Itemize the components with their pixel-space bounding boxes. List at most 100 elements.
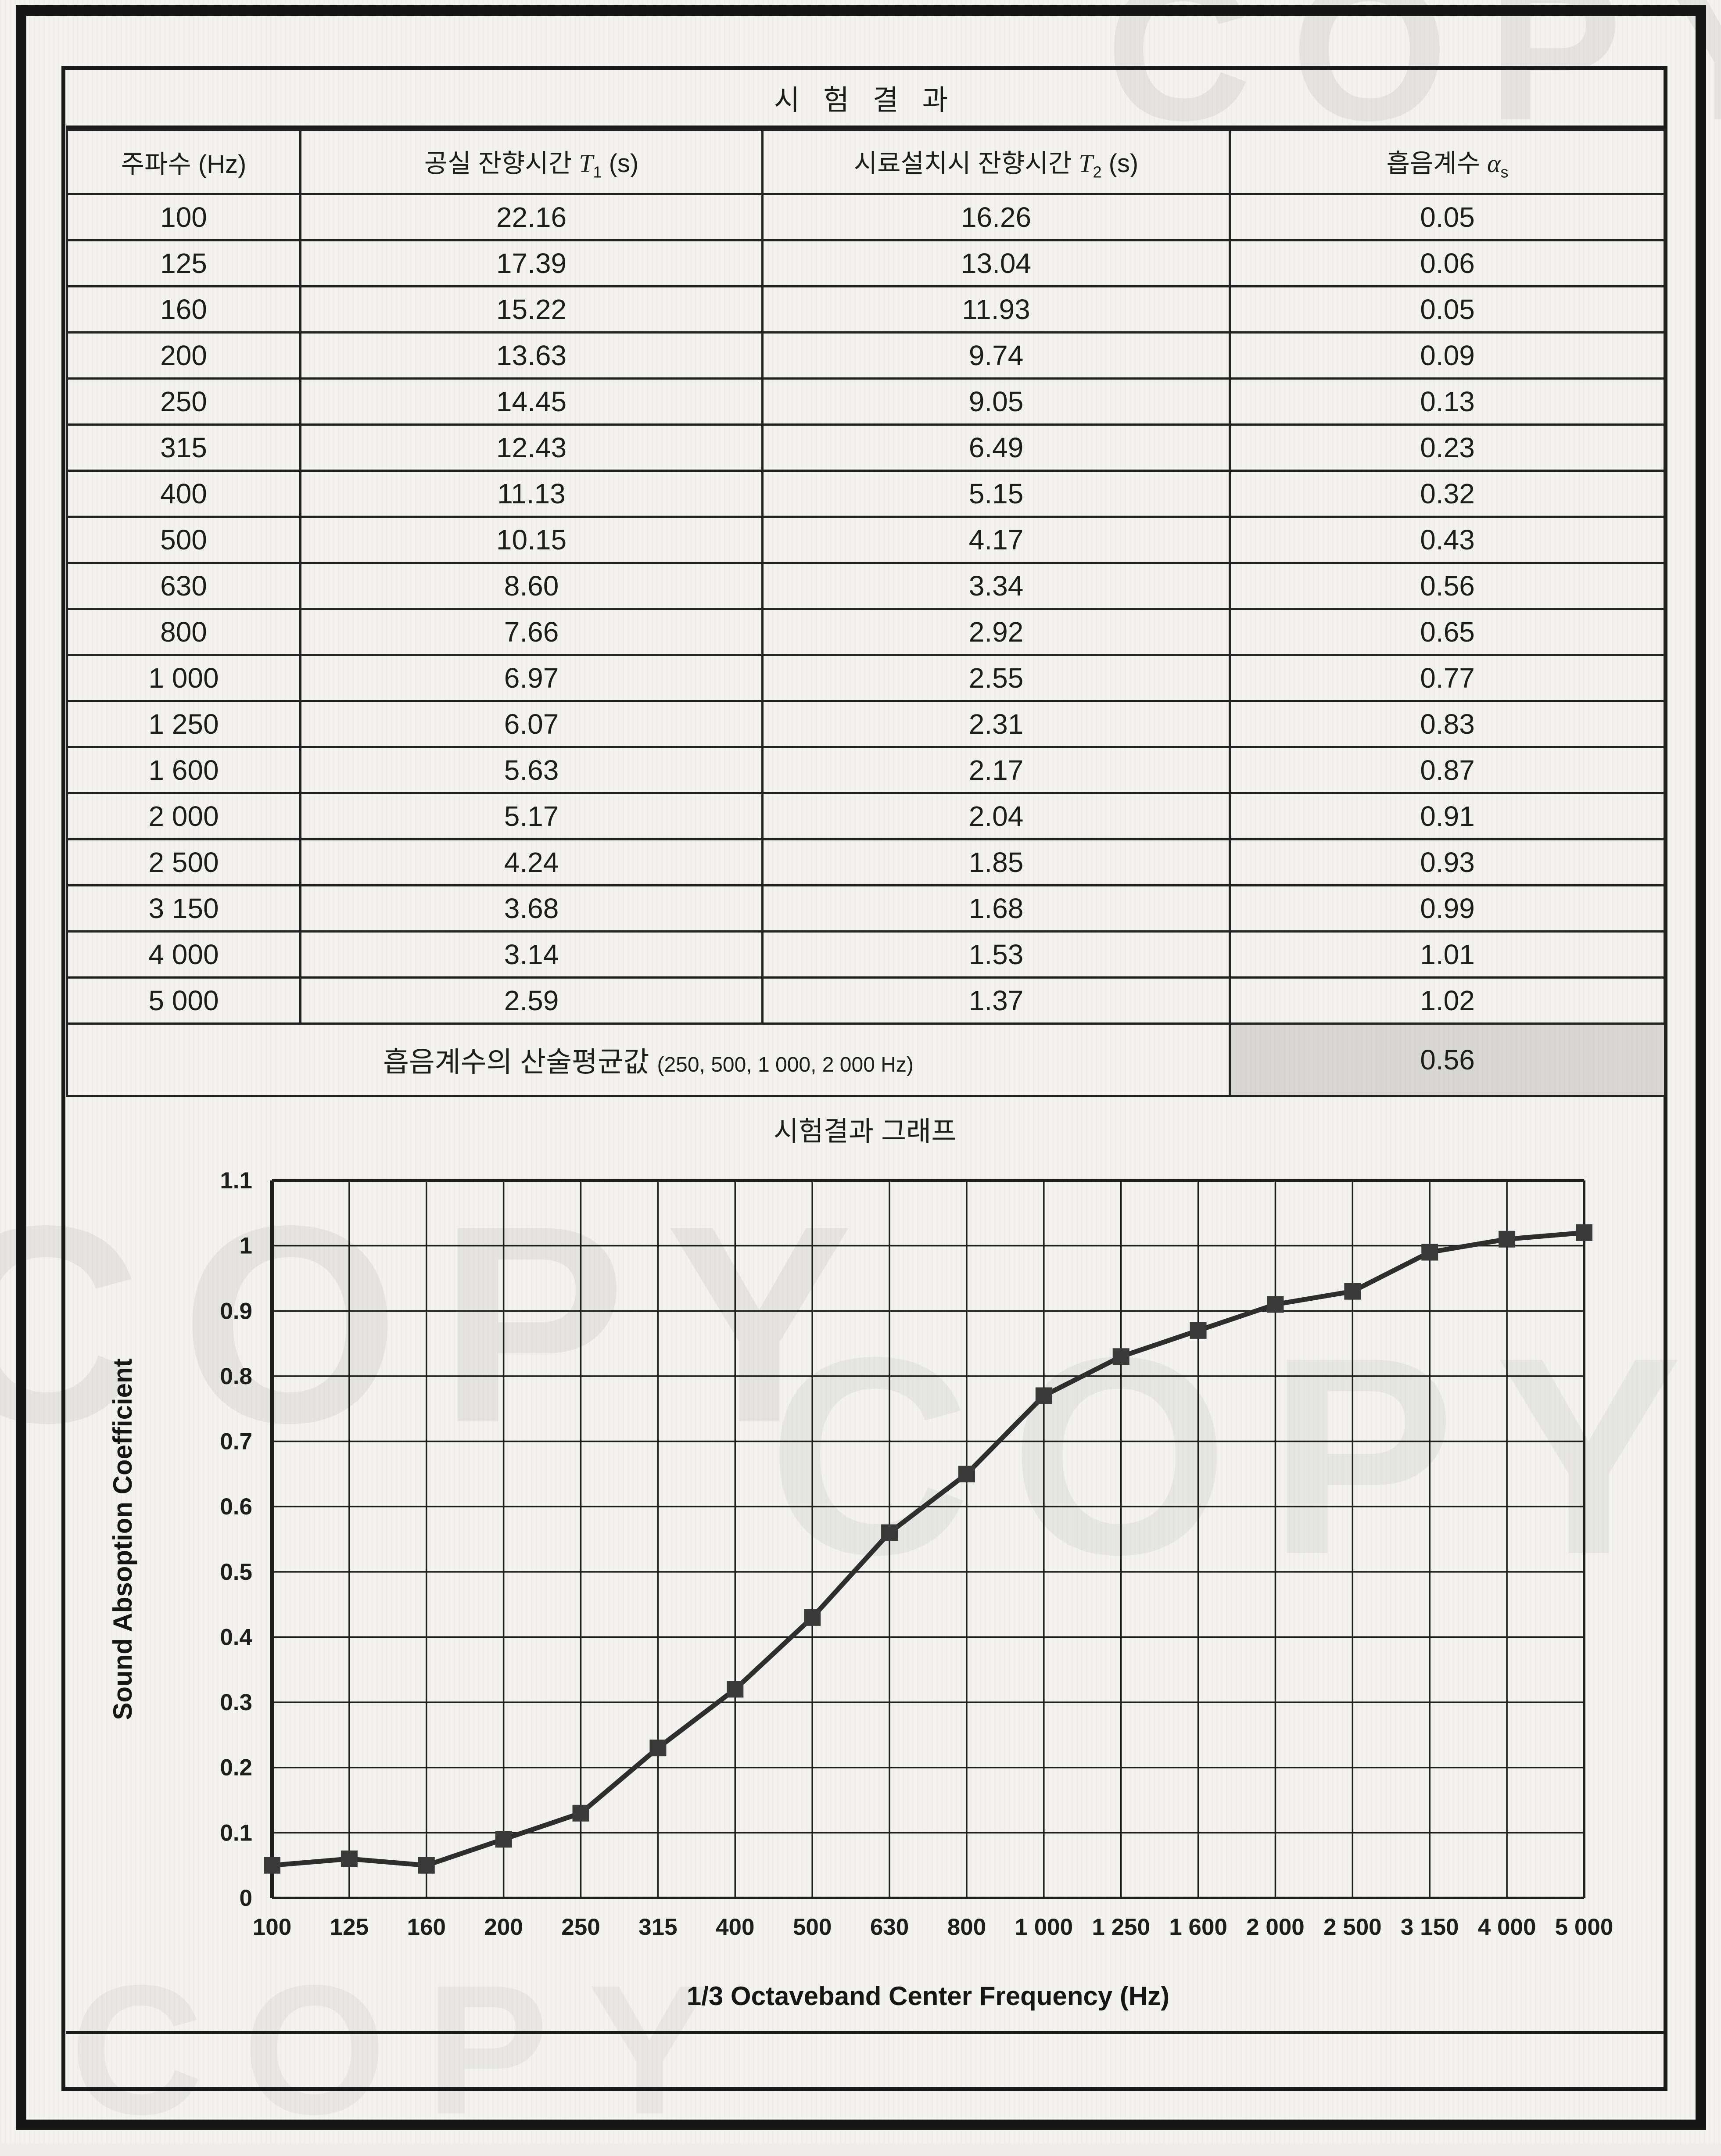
alpha-cell: 0.05	[1229, 285, 1666, 334]
t1-cell: 10.15	[299, 516, 764, 564]
freq-cell: 200	[66, 331, 301, 380]
alpha-cell: 0.91	[1229, 792, 1666, 840]
summary-label-cell: 흡음계수의 산술평균값 (250, 500, 1 000, 2 000 Hz)	[66, 1022, 1231, 1097]
table-row: 125 17.39 13.04 0.06	[66, 239, 1666, 287]
summary-value-cell: 0.56	[1229, 1022, 1666, 1097]
table-row: 315 12.43 6.49 0.23	[66, 423, 1666, 472]
alpha-cell: 0.06	[1229, 239, 1666, 287]
alpha-cell: 0.32	[1229, 470, 1666, 518]
t2-cell: 2.55	[761, 654, 1231, 702]
t2-cell: 4.17	[761, 516, 1231, 564]
alpha-subscript: s	[1500, 163, 1509, 181]
freq-cell: 2 000	[66, 792, 301, 840]
freq-cell: 4 000	[66, 930, 301, 979]
table-row: 5 000 2.59 1.37 1.02	[66, 976, 1666, 1025]
alpha-cell: 1.01	[1229, 930, 1666, 979]
t2-cell: 11.93	[761, 285, 1231, 334]
t1-unit: (s)	[609, 149, 639, 178]
freq-cell: 800	[66, 608, 301, 656]
t2-symbol: T	[1079, 149, 1093, 178]
t1-cell: 2.59	[299, 976, 764, 1025]
freq-cell: 1 250	[66, 700, 301, 748]
alpha-cell: 0.77	[1229, 654, 1666, 702]
t2-cell: 1.68	[761, 884, 1231, 933]
t1-cell: 5.63	[299, 746, 764, 794]
t1-header-label: 공실 잔향시간	[424, 149, 572, 178]
t2-cell: 9.05	[761, 377, 1231, 426]
t2-cell: 9.74	[761, 331, 1231, 380]
t2-subscript: 2	[1093, 163, 1102, 181]
t2-cell: 2.92	[761, 608, 1231, 656]
t1-cell: 6.07	[299, 700, 764, 748]
freq-cell: 1 000	[66, 654, 301, 702]
t1-cell: 12.43	[299, 423, 764, 472]
t1-symbol: T	[579, 149, 593, 178]
t1-cell: 13.63	[299, 331, 764, 380]
t1-header: 공실 잔향시간 T1 (s)	[299, 129, 764, 195]
freq-cell: 160	[66, 285, 301, 334]
t2-cell: 13.04	[761, 239, 1231, 287]
freq-cell: 315	[66, 423, 301, 472]
alpha-header: 흡음계수 αs	[1229, 129, 1666, 195]
freq-cell: 3 150	[66, 884, 301, 933]
page-title: 시 험 결 과	[66, 70, 1664, 129]
t2-cell: 2.17	[761, 746, 1231, 794]
alpha-cell: 0.83	[1229, 700, 1666, 748]
freq-cell: 400	[66, 470, 301, 518]
alpha-cell: 0.09	[1229, 331, 1666, 380]
freq-cell: 1 600	[66, 746, 301, 794]
t1-cell: 4.24	[299, 838, 764, 886]
t2-cell: 2.04	[761, 792, 1231, 840]
t2-unit: (s)	[1108, 149, 1139, 178]
t2-header-label: 시료설치시 잔향시간	[853, 149, 1072, 178]
t2-cell: 1.37	[761, 976, 1231, 1025]
t1-cell: 8.60	[299, 562, 764, 610]
chart-bottom-rule	[66, 2031, 1664, 2034]
t1-cell: 15.22	[299, 285, 764, 334]
alpha-cell: 0.05	[1229, 193, 1666, 241]
table-row: 2 500 4.24 1.85 0.93	[66, 838, 1666, 886]
t1-cell: 3.14	[299, 930, 764, 979]
t2-cell: 3.34	[761, 562, 1231, 610]
table-row: 1 250 6.07 2.31 0.83	[66, 700, 1666, 748]
table-row: 200 13.63 9.74 0.09	[66, 331, 1666, 380]
table-row: 250 14.45 9.05 0.13	[66, 377, 1666, 426]
t1-cell: 22.16	[299, 193, 764, 241]
t2-cell: 1.85	[761, 838, 1231, 886]
content-box	[61, 66, 1667, 2091]
table-row: 4 000 3.14 1.53 1.01	[66, 930, 1666, 979]
table-header-row: 주파수 (Hz) 공실 잔향시간 T1 (s) 시료설치시 잔향시간 T2 (s…	[66, 129, 1666, 195]
freq-cell: 250	[66, 377, 301, 426]
freq-cell: 2 500	[66, 838, 301, 886]
t1-cell: 11.13	[299, 470, 764, 518]
table-row: 630 8.60 3.34 0.56	[66, 562, 1666, 610]
alpha-cell: 0.43	[1229, 516, 1666, 564]
alpha-symbol: α	[1487, 149, 1501, 178]
alpha-cell: 0.99	[1229, 884, 1666, 933]
t1-cell: 5.17	[299, 792, 764, 840]
table-row: 800 7.66 2.92 0.65	[66, 608, 1666, 656]
t2-cell: 1.53	[761, 930, 1231, 979]
t2-header: 시료설치시 잔향시간 T2 (s)	[761, 129, 1231, 195]
alpha-cell: 0.56	[1229, 562, 1666, 610]
table-row: 1 600 5.63 2.17 0.87	[66, 746, 1666, 794]
t2-cell: 5.15	[761, 470, 1231, 518]
table-row: 500 10.15 4.17 0.43	[66, 516, 1666, 564]
freq-cell: 630	[66, 562, 301, 610]
page-frame	[16, 5, 1706, 2130]
t1-cell: 3.68	[299, 884, 764, 933]
freq-cell: 100	[66, 193, 301, 241]
freq-cell: 500	[66, 516, 301, 564]
alpha-cell: 1.02	[1229, 976, 1666, 1025]
t1-cell: 7.66	[299, 608, 764, 656]
freq-cell: 125	[66, 239, 301, 287]
alpha-cell: 0.87	[1229, 746, 1666, 794]
alpha-header-label: 흡음계수	[1386, 149, 1480, 178]
alpha-cell: 0.23	[1229, 423, 1666, 472]
summary-label: 흡음계수의 산술평균값	[383, 1046, 649, 1078]
table-row: 400 11.13 5.15 0.32	[66, 470, 1666, 518]
summary-detail: (250, 500, 1 000, 2 000 Hz)	[657, 1053, 914, 1076]
t2-cell: 6.49	[761, 423, 1231, 472]
t1-cell: 14.45	[299, 377, 764, 426]
t2-cell: 2.31	[761, 700, 1231, 748]
